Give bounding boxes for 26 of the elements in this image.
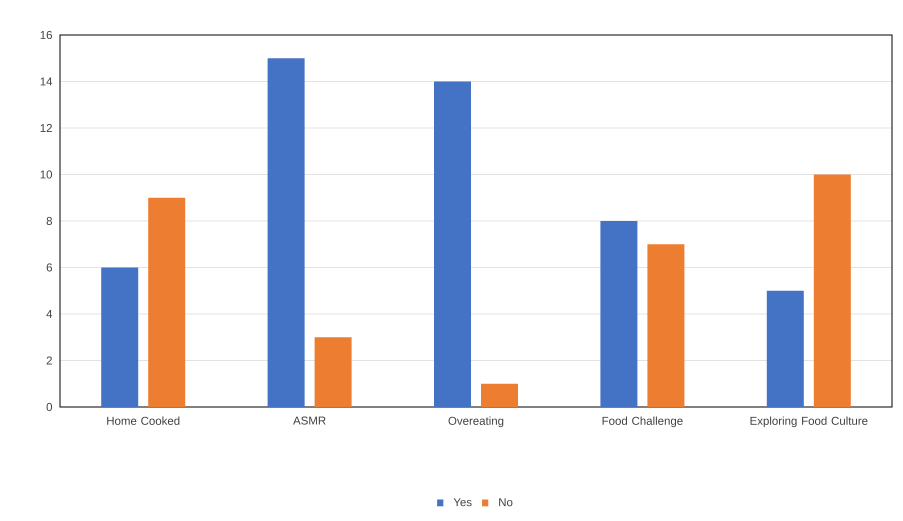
bar — [268, 58, 305, 407]
x-tick-label: Overeating — [448, 416, 504, 428]
x-tick-label: ASMR — [293, 416, 326, 425]
bar — [481, 384, 518, 407]
x-tick-label: Home Cooked — [107, 416, 180, 425]
y-tick-label: 0 — [46, 402, 52, 412]
y-tick-label: 4 — [46, 310, 52, 318]
y-tick-label: 12 — [40, 124, 52, 132]
y-tick-label: 16 — [40, 30, 52, 40]
x-tick-label: Exploring Food Culture — [750, 416, 868, 428]
y-tick-label: 10 — [40, 170, 52, 179]
bar — [434, 81, 472, 407]
bar — [314, 337, 352, 407]
x-tick-label: Food Challenge — [602, 416, 683, 428]
legend-label: No — [499, 498, 512, 506]
y-tick-label: 8 — [46, 216, 52, 226]
bar — [600, 220, 638, 407]
legend-label: Yes — [454, 498, 472, 506]
y-tick-label: 14 — [40, 78, 52, 86]
bar — [647, 244, 684, 407]
bar — [148, 198, 186, 407]
y-tick-label: 2 — [46, 356, 52, 364]
y-tick-label: 6 — [46, 263, 52, 272]
bar — [766, 290, 804, 407]
bar — [101, 267, 138, 407]
bar — [814, 174, 851, 407]
